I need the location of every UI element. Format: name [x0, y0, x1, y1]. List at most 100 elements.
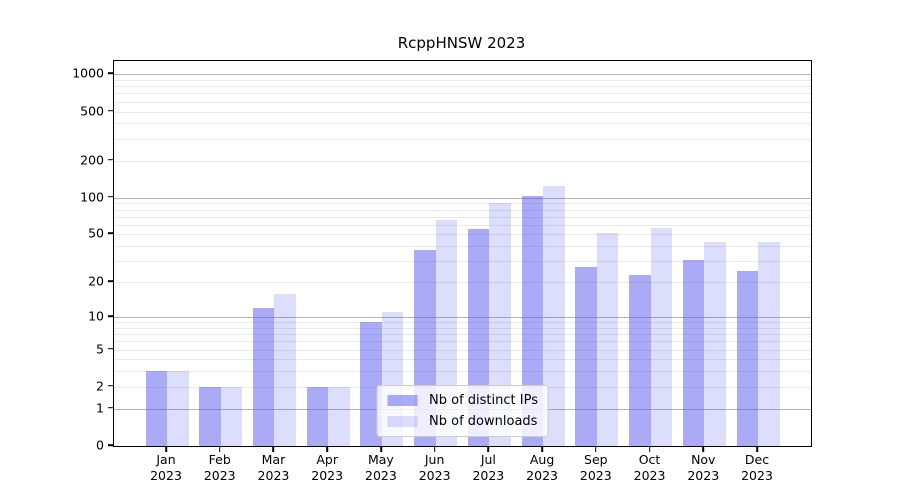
legend-label-distinct-ips: Nb of distinct IPs [429, 393, 538, 408]
gridline-minor [114, 341, 811, 343]
x-tick-label-jul: Jul 2023 [472, 452, 505, 483]
gridline-minor [114, 349, 811, 351]
gridline-minor [114, 209, 811, 211]
gridline-minor [114, 246, 811, 248]
gridline-minor [114, 234, 811, 236]
x-tick-label-jun: Jun 2023 [418, 452, 451, 483]
legend-swatch-downloads [387, 416, 418, 427]
gridline-minor [114, 261, 811, 263]
legend-item-downloads: Nb of downloads [387, 414, 538, 429]
y-tick-label: 2 [96, 378, 104, 394]
x-tick-label-feb: Feb 2023 [203, 452, 236, 483]
bar-downloads-oct [650, 227, 673, 446]
x-tick-mark [487, 446, 490, 452]
x-tick-label-oct: Oct 2023 [633, 452, 666, 483]
y-tick-mark [108, 232, 113, 235]
y-tick-label: 500 [80, 103, 104, 118]
gridline-minor [114, 138, 811, 140]
gridline-minor [114, 86, 811, 88]
x-tick-mark [595, 446, 597, 452]
bar-downloads-feb [220, 386, 243, 446]
gridline-major [114, 197, 811, 199]
gridline-minor [114, 101, 811, 103]
y-tick-label: 5 [96, 341, 104, 357]
y-tick-mark [108, 444, 113, 446]
legend-swatch-distinct-ips [387, 395, 418, 406]
gridline-minor [114, 359, 811, 361]
x-tick-mark [702, 446, 705, 452]
bar-distinct-ips-aug [521, 196, 544, 446]
bar-distinct-ips-apr [306, 386, 329, 446]
gridline-minor [114, 327, 811, 329]
gridline-minor [114, 334, 811, 336]
gridline-minor [114, 203, 811, 205]
gridline-minor [114, 371, 811, 373]
gridline-minor [114, 322, 811, 324]
gridline-minor [114, 93, 811, 95]
gridline-major [114, 316, 811, 318]
y-tick-label: 1000 [72, 65, 104, 81]
y-tick-mark [108, 385, 113, 387]
y-tick-label: 0 [96, 437, 104, 453]
y-tick-label: 1 [96, 400, 104, 416]
x-tick-mark [380, 446, 382, 452]
bar-downloads-aug [543, 185, 565, 446]
x-tick-mark [648, 446, 651, 452]
y-tick-label: 50 [88, 225, 104, 241]
bar-distinct-ips-mar [252, 308, 275, 446]
y-tick-mark [108, 195, 113, 198]
legend-item-distinct-ips: Nb of distinct IPs [387, 393, 538, 408]
bar-downloads-jan [167, 371, 189, 446]
gridline-minor [114, 111, 811, 113]
x-tick-label-apr: Apr 2023 [311, 452, 344, 483]
y-tick-mark [108, 406, 113, 409]
x-tick-mark [165, 446, 167, 452]
gridline-minor [114, 79, 811, 81]
bar-downloads-apr [328, 386, 350, 446]
bar-distinct-ips-nov [682, 259, 705, 446]
legend: Nb of distinct IPs Nb of downloads [376, 385, 549, 437]
x-tick-label-aug: Aug 2023 [526, 452, 558, 483]
x-tick-mark [541, 446, 543, 452]
x-tick-mark [218, 446, 221, 452]
x-tick-mark [756, 446, 758, 452]
y-tick-mark [108, 72, 113, 75]
bar-distinct-ips-dec [736, 270, 758, 446]
gridline-minor [114, 123, 811, 125]
y-tick-label: 200 [80, 152, 104, 168]
y-tick-label: 20 [88, 273, 104, 289]
y-tick-mark [108, 109, 113, 112]
bar-downloads-dec [758, 242, 780, 446]
y-tick-label: 10 [88, 308, 104, 324]
gridline-minor [114, 160, 811, 162]
legend-label-downloads: Nb of downloads [429, 414, 538, 429]
bar-downloads-sep [596, 233, 619, 446]
x-tick-label-mar: Mar 2023 [257, 452, 290, 483]
gridline-major [114, 74, 811, 76]
x-tick-label-may: May 2023 [365, 452, 397, 483]
x-tick-mark [326, 446, 328, 452]
y-tick-mark [108, 280, 113, 282]
x-tick-label-jan: Jan 2023 [150, 452, 182, 483]
x-tick-label-nov: Nov 2023 [687, 452, 720, 483]
bar-distinct-ips-feb [199, 386, 221, 446]
bar-distinct-ips-jan [145, 371, 167, 446]
y-tick-mark [108, 315, 113, 317]
bar-downloads-mar [274, 293, 296, 446]
x-tick-label-sep: Sep 2023 [579, 452, 612, 483]
gridline-minor [114, 224, 811, 226]
bar-downloads-nov [704, 242, 726, 446]
y-tick-mark [108, 347, 113, 350]
x-tick-mark [272, 446, 275, 452]
y-tick-label: 100 [80, 189, 104, 205]
gridline-minor [114, 282, 811, 284]
bar-distinct-ips-sep [575, 266, 597, 446]
x-tick-label-dec: Dec 2023 [741, 452, 773, 483]
plot-area: Nb of distinct IPs Nb of downloads [113, 60, 812, 447]
chart-title: RcppHNSW 2023 [397, 34, 526, 52]
bar-distinct-ips-oct [629, 275, 651, 446]
x-tick-mark [433, 446, 436, 452]
gridline-minor [114, 216, 811, 218]
y-tick-mark [108, 158, 113, 161]
